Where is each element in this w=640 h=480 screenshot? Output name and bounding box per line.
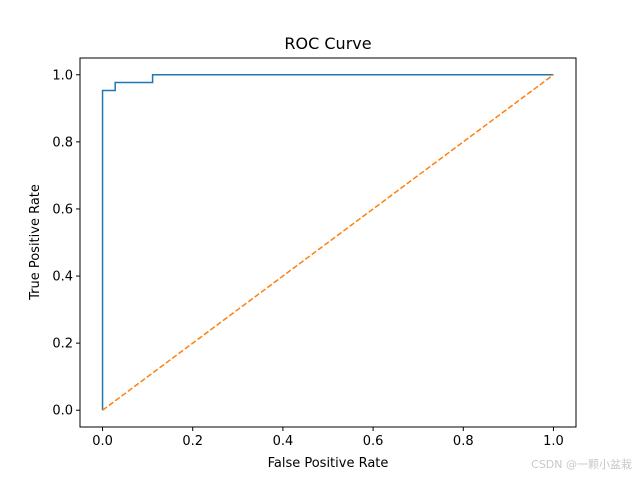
x-tick-label: 0.4 bbox=[273, 434, 294, 449]
y-tick-label: 0.4 bbox=[52, 270, 73, 285]
y-tick-label: 0.8 bbox=[52, 135, 73, 150]
x-tick-label: 0.6 bbox=[363, 434, 384, 449]
y-tick-label: 1.0 bbox=[52, 68, 73, 83]
x-axis-ticks: 0.0 0.2 0.4 0.6 0.8 1.0 bbox=[92, 427, 564, 449]
watermark-text: CSDN @一颗小盆栽 bbox=[531, 458, 632, 471]
series-line-roc bbox=[101, 74, 554, 411]
axes-frame bbox=[79, 57, 577, 428]
y-axis-ticks: 0.0 0.2 0.4 0.6 0.8 1.0 bbox=[52, 68, 80, 419]
chart-title: ROC Curve bbox=[284, 34, 371, 53]
x-tick-label: 1.0 bbox=[543, 434, 564, 449]
x-tick-label: 0.2 bbox=[182, 434, 203, 449]
y-tick-label: 0.0 bbox=[52, 404, 73, 419]
x-tick-label: 0.0 bbox=[92, 434, 113, 449]
x-tick-label: 0.8 bbox=[453, 434, 474, 449]
series-line-random bbox=[102, 74, 554, 411]
plot-area bbox=[101, 74, 554, 411]
x-axis-label: False Positive Rate bbox=[268, 456, 389, 471]
y-tick-label: 0.2 bbox=[52, 337, 73, 352]
y-tick-label: 0.6 bbox=[52, 202, 73, 217]
y-axis-label: True Positive Rate bbox=[28, 184, 43, 301]
